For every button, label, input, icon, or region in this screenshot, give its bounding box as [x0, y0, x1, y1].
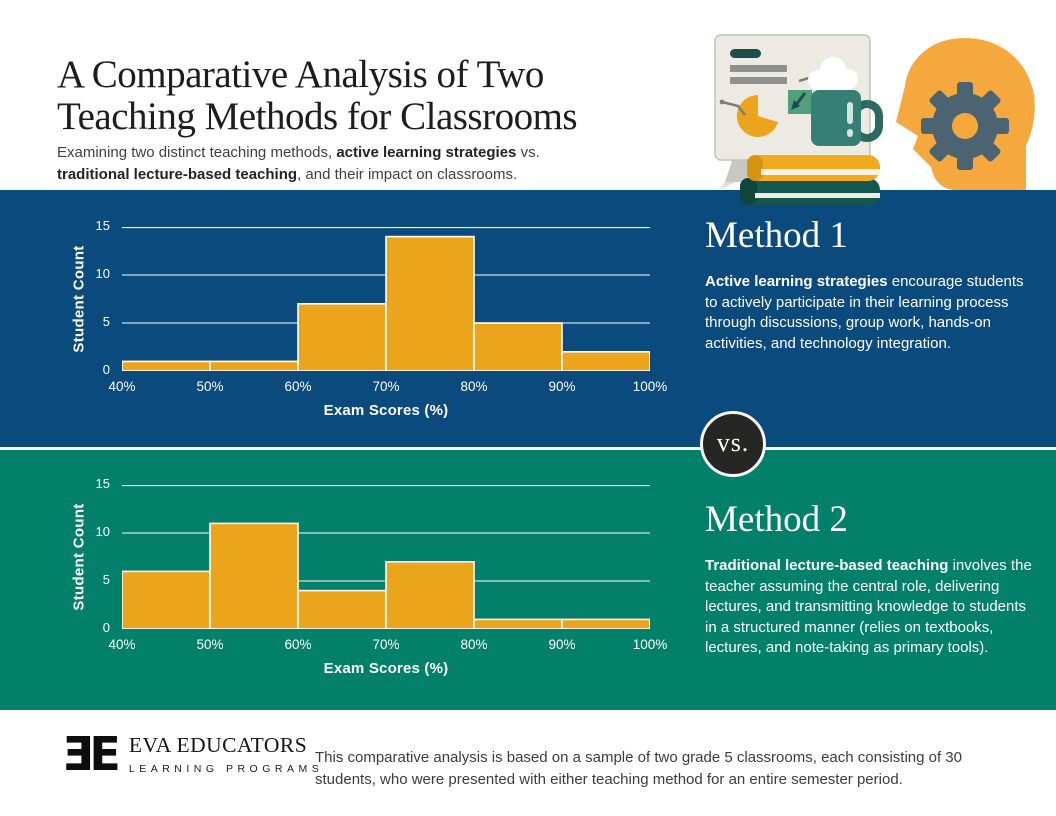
x-tick-label: 80% [460, 379, 488, 394]
histogram-bar [122, 570, 211, 629]
x-tick-label: 50% [196, 637, 224, 652]
y-tick-label: 5 [102, 314, 110, 329]
histogram-bar [473, 322, 563, 371]
subtitle-bold-method2: traditional lecture-based teaching [57, 166, 298, 183]
histogram-bar [297, 589, 387, 629]
x-tick-label: 100% [632, 637, 668, 652]
page-title: A Comparative Analysis of Two Teaching M… [57, 53, 578, 139]
plot-area [122, 485, 650, 629]
x-axis-label: Exam Scores (%) [323, 660, 449, 677]
x-tick-label: 90% [548, 637, 576, 652]
y-tick-label: 5 [102, 572, 110, 587]
histogram-bar [385, 561, 475, 629]
books-icon [740, 155, 880, 205]
vs-badge: vs. [700, 411, 766, 477]
vs-label: vs. [716, 428, 750, 457]
histogram-bar [561, 351, 650, 371]
histogram-bar [209, 522, 299, 629]
plot-area [122, 227, 650, 371]
method2-section: 0 5 10 15 40% 50% 60% 70% 80% 90% 100% Exam Scores … [0, 450, 1056, 710]
x-tick-label: 100% [632, 379, 668, 394]
x-tick-label: 60% [284, 637, 312, 652]
method1-text-block: Method 1 Active learning strategies enco… [705, 214, 1040, 354]
x-tick-label: 40% [108, 379, 136, 394]
method1-section: 0 5 10 15 40% 50% 60% 70% 80% 90% 100% Exam Scores … [0, 190, 1056, 447]
method2-bold-lead: Traditional lecture-based teaching [705, 557, 949, 574]
x-tick-label: 90% [548, 379, 576, 394]
x-tick-label: 50% [196, 379, 224, 394]
method2-description: Traditional lecture-based teaching invol… [705, 556, 1040, 659]
y-tick-label: 0 [102, 362, 110, 377]
histogram-bar [297, 303, 387, 371]
method1-description: Active learning strategies encourage stu… [705, 272, 1040, 354]
histogram-method1: 0 5 10 15 40% 50% 60% 70% 80% 90% 100% Exam Scores … [52, 217, 732, 442]
y-tick-label: 15 [95, 218, 110, 233]
histogram-bar [209, 360, 299, 371]
x-tick-label: 70% [372, 379, 400, 394]
x-tick-label: 60% [284, 379, 312, 394]
histogram-bar [561, 618, 650, 629]
head-gear-icon [896, 38, 1035, 190]
y-tick-label: 15 [95, 476, 110, 491]
page-subtitle: Examining two distinct teaching methods,… [57, 142, 602, 186]
histogram-bar [473, 618, 563, 629]
histogram-bar [122, 360, 211, 371]
x-axis-label: Exam Scores (%) [323, 402, 449, 419]
logo-tagline: LEARNING PROGRAMS [128, 763, 324, 775]
education-illustration [695, 18, 1040, 213]
y-axis-label: Student Count [70, 245, 88, 353]
x-tick-label: 40% [108, 637, 136, 652]
subtitle-text: vs. [516, 144, 540, 161]
pie-chart-icon [736, 94, 778, 137]
method1-heading: Method 1 [705, 215, 848, 256]
x-tick-label: 70% [372, 637, 400, 652]
page-title-line2: Teaching Methods for Classrooms [57, 95, 578, 139]
subtitle-bold-method1: active learning strategies [336, 144, 517, 161]
coffee-mug-icon [808, 57, 883, 146]
method2-text-block: Method 2 Traditional lecture-based teach… [705, 498, 1040, 659]
logo-name: EVA EDUCATORS [128, 733, 308, 757]
subtitle-text: Examining two distinct teaching methods, [57, 144, 337, 161]
histogram-method2: 0 5 10 15 40% 50% 60% 70% 80% 90% 100% Exam Scores … [52, 475, 732, 700]
y-tick-label: 0 [102, 620, 110, 635]
y-axis-label: Student Count [70, 503, 88, 611]
footer-logo: ƎE EVA EDUCATORS LEARNING PROGRAMS [62, 727, 324, 781]
page-title-line1: A Comparative Analysis of Two [57, 53, 544, 97]
x-tick-label: 80% [460, 637, 488, 652]
method1-body-text: encourage students to actively participa… [705, 273, 1024, 352]
y-tick-label: 10 [95, 266, 110, 281]
y-tick-label: 10 [95, 524, 110, 539]
method2-heading: Method 2 [705, 499, 848, 540]
footer-note: This comparative analysis is based on a … [315, 749, 962, 788]
subtitle-text: , and their impact on classrooms. [297, 166, 518, 183]
method2-body-text: involves the teacher assuming the centra… [705, 557, 1032, 656]
method1-bold-lead: Active learning strategies [705, 273, 888, 290]
histogram-bar [385, 235, 475, 371]
eva-educators-logo-icon: ƎE [62, 727, 121, 781]
